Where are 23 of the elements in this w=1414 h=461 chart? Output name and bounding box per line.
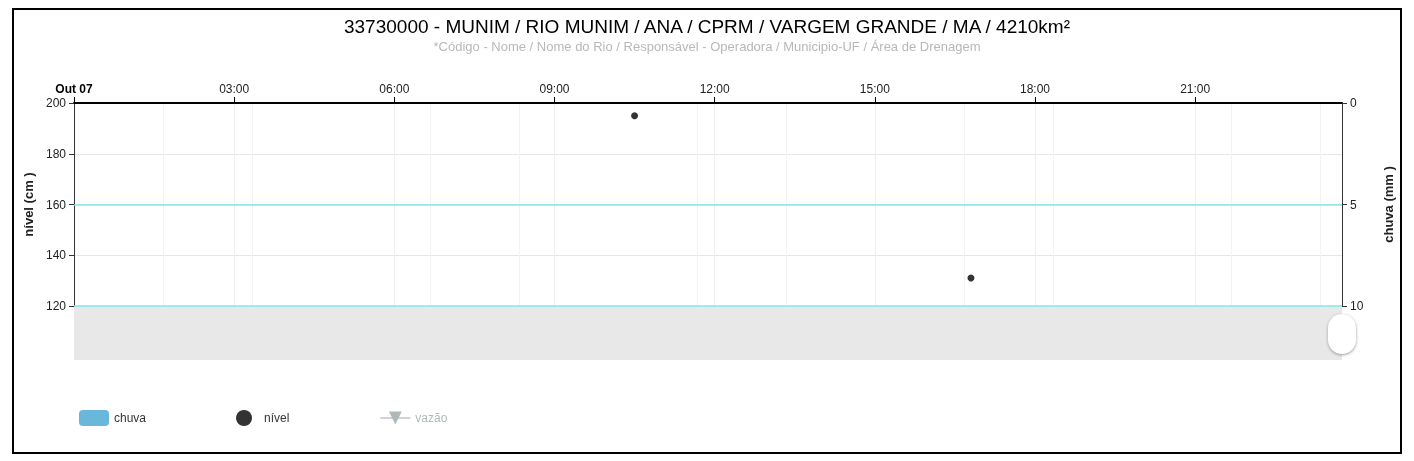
legend-label: vazão <box>415 411 448 425</box>
y-axis-title: nível (cm ) <box>21 172 37 237</box>
chart-subtitle: *Código - Nome / Nome do Rio / Responsável - Operadora / Municipio-UF / Área de Drenagem <box>433 39 981 54</box>
x-tick-label: 06:00 <box>379 82 410 96</box>
y2-tick-label: 10 <box>1350 299 1364 313</box>
y-tick-label: 180 <box>45 146 67 161</box>
x-tick-label: 15:00 <box>859 82 891 96</box>
x-tick-label: 09:00 <box>539 82 570 96</box>
y2-tick-label: 0 <box>1350 96 1357 110</box>
x-tick-label: 18:00 <box>1019 82 1051 96</box>
y-tick-label: 200 <box>45 96 67 110</box>
y2-tick-label: 5 <box>1350 197 1357 212</box>
legend-label: nível <box>264 411 290 425</box>
y-tick-label: 120 <box>45 299 67 313</box>
x-tick-label: 12:00 <box>699 82 731 96</box>
x-tick-label: 03:00 <box>219 82 250 96</box>
y-tick-label: 140 <box>45 248 67 263</box>
x-tick-label: Out 07 <box>55 82 93 96</box>
y-tick-label: 160 <box>45 197 67 212</box>
chart-title: 33730000 - MUNIM / RIO MUNIM / ANA / CPRM / VARGEM GRANDE / MA / 4210km² <box>343 16 1071 37</box>
x-tick-label: 21:00 <box>1180 82 1211 96</box>
legend-label: chuva <box>114 411 147 425</box>
y2-axis-title: chuva (mm ) <box>1381 166 1396 243</box>
